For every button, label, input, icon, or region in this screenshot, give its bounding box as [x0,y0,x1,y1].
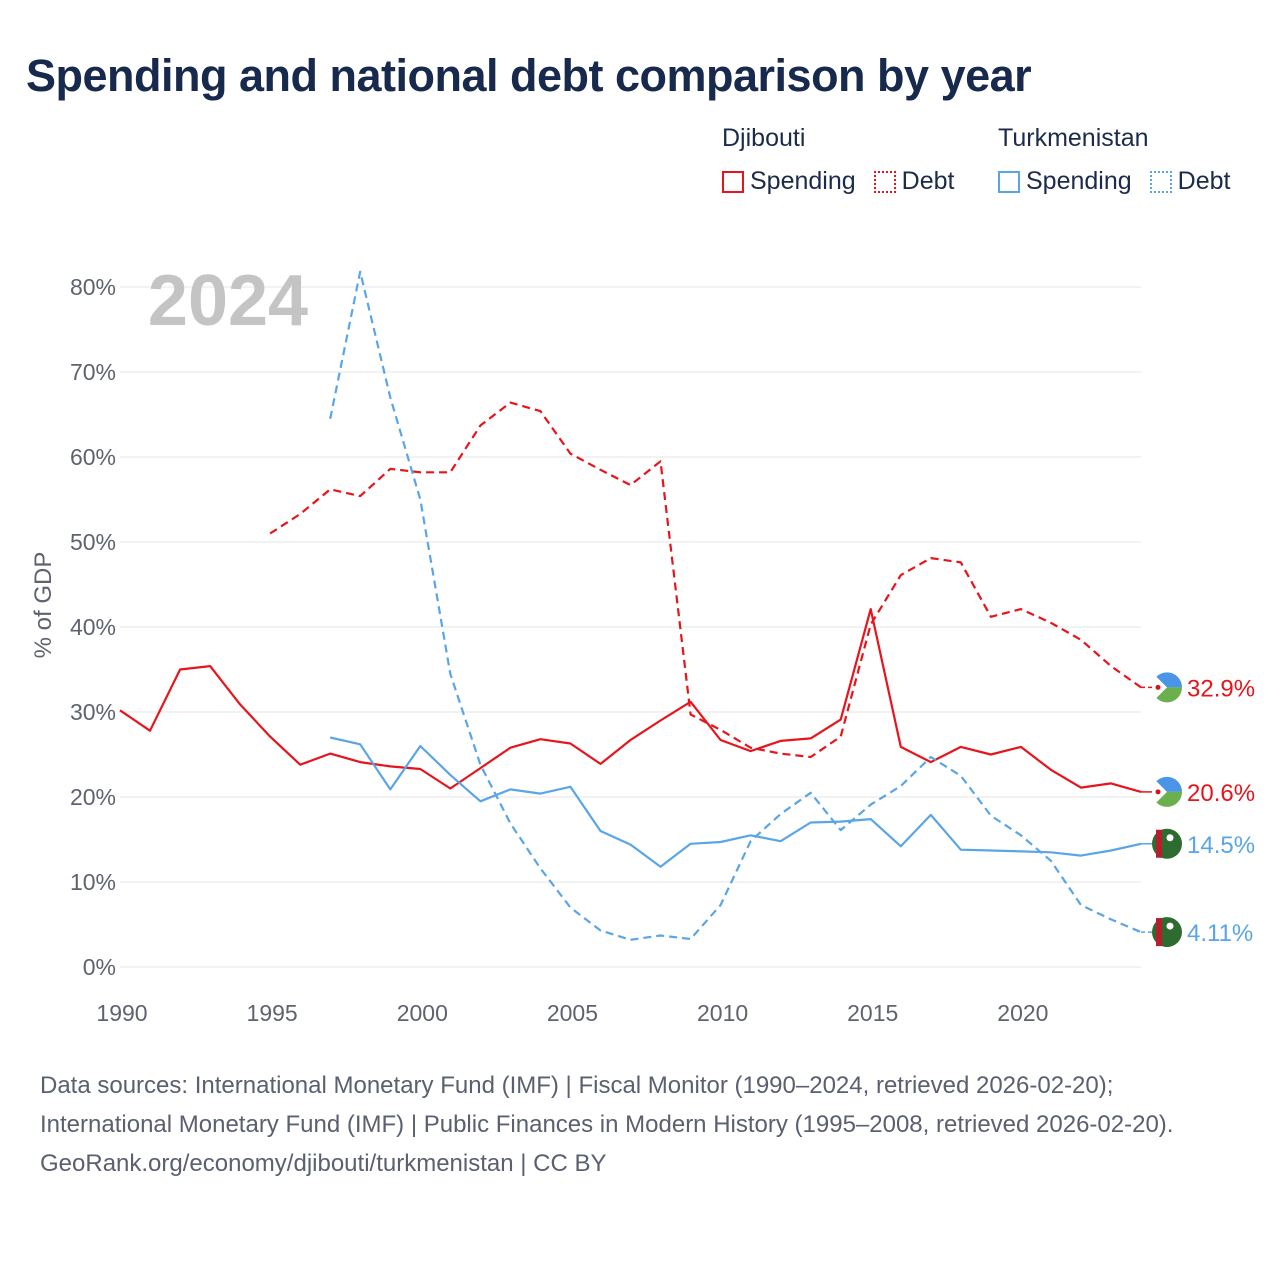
y-tick-label: 50% [70,529,116,555]
legend-djibouti: Djibouti Spending Debt [722,124,954,196]
x-tick-label: 1990 [96,1000,147,1026]
x-tick-label: 2010 [697,1000,748,1026]
year-watermark: 2024 [148,261,308,341]
gridlines [120,286,1141,968]
y-axis: 0% 10% 20% 30% 40% 50% 60% 70% 80% [70,274,116,980]
credit-link[interactable]: GeoRank.org/economy/djibouti/turkmenista… [40,1150,607,1177]
turkmenistan-flag-icon [1152,917,1182,948]
djibouti-flag-icon [1152,776,1182,807]
y-tick-label: 60% [70,444,116,470]
legend-turkmenistan-debt[interactable]: Debt [1149,167,1231,196]
legend-turkmenistan: Turkmenistan Spending Debt [998,124,1230,196]
djibouti-debt-end-label: 32.9% [1187,675,1255,702]
legend-label: Debt [901,167,955,195]
x-axis: 1990 1995 2000 2005 2010 2015 2020 [96,1000,1048,1026]
legend-swatch-solid [722,170,744,193]
y-tick-label: 30% [70,699,116,725]
footer: Data sources: International Monetary Fun… [40,1066,1240,1183]
y-tick-label: 80% [70,274,116,300]
end-markers: 32.9% 20.6% 14.5% 4.11% [1141,672,1255,948]
y-axis-label: % of GDP [30,552,57,659]
legend-turkmenistan-spending[interactable]: Spending [998,167,1132,196]
data-sources: Data sources: International Monetary Fun… [40,1072,1174,1138]
djibouti-spending-line[interactable] [119,607,1142,793]
legend-djibouti-debt[interactable]: Debt [873,167,955,196]
y-tick-label: 70% [70,359,116,385]
y-tick-label: 0% [83,954,116,980]
djibouti-spending-end-label: 20.6% [1187,780,1255,807]
legend-label: Debt [1177,167,1231,195]
turkmenistan-flag-icon [1152,828,1182,859]
legend-djibouti-spending[interactable]: Spending [722,167,856,196]
legend-group-title-turkmenistan: Turkmenistan [998,124,1149,152]
series-layer [119,270,1142,941]
x-tick-label: 2020 [997,1000,1048,1026]
line-chart: 2024 0% 10% 20% 30% 40% 50% 60% 70% 80% 1990 1995… [30,261,1255,1026]
turkmenistan-spending-end-label: 14.5% [1187,832,1255,859]
x-tick-label: 1995 [247,1000,298,1026]
legend-label: Spending [1026,167,1132,195]
legend-swatch-dotted [1149,170,1172,193]
turkmenistan-debt-end-label: 4.11% [1187,920,1253,947]
djibouti-debt-line[interactable] [269,401,1142,759]
legend-swatch-dotted [873,170,896,193]
y-tick-label: 20% [70,784,116,810]
y-tick-label: 10% [70,869,116,895]
x-tick-label: 2005 [547,1000,598,1026]
x-tick-label: 2000 [397,1000,448,1026]
x-tick-label: 2015 [847,1000,898,1026]
legend-label: Spending [750,167,856,195]
legend-group-title-djibouti: Djibouti [722,124,806,152]
djibouti-flag-icon [1152,672,1182,703]
page-title: Spending and national debt comparison by… [26,50,1032,101]
turkmenistan-spending-line[interactable] [329,736,1142,868]
turkmenistan-debt-line[interactable] [329,270,1142,941]
legend-swatch-solid [998,170,1020,193]
y-tick-label: 40% [70,614,116,640]
